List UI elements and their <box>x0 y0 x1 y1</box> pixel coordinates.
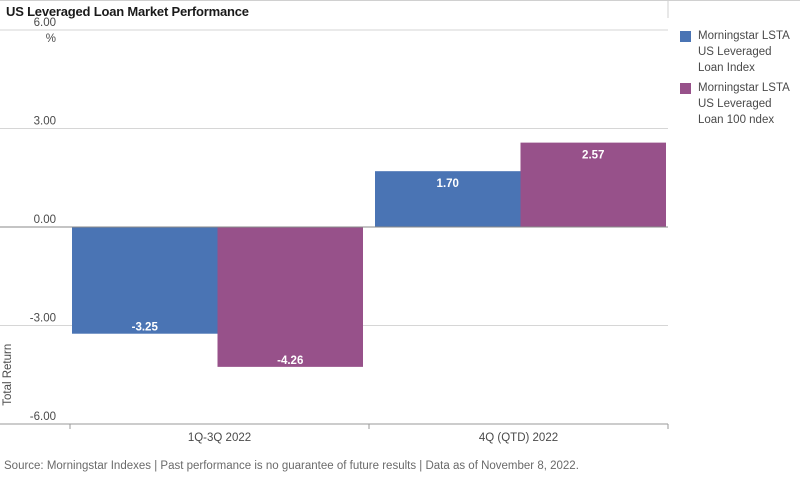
y-axis-title: Total Return <box>2 344 14 406</box>
legend: Morningstar LSTA US Leveraged Loan Index… <box>680 28 798 132</box>
legend-label-loan-index: Morningstar LSTA US Leveraged Loan Index <box>698 30 790 74</box>
legend-swatch-loan-index <box>680 31 691 42</box>
bar-loan-100-index-1q-3q <box>217 227 363 367</box>
y-tick-label: -6.00 <box>30 411 56 423</box>
y-tick-label: 0.00 <box>34 214 56 226</box>
bar-loan-index-4q <box>375 171 521 227</box>
data-label: -4.26 <box>277 355 303 367</box>
x-category-label: 1Q-3Q 2022 <box>188 432 251 444</box>
bar-chart: 6.00 3.00 0.00 -3.00 -6.00% Total Return -3.25… <box>0 0 669 444</box>
data-label: 2.57 <box>582 150 604 162</box>
legend-label-loan-100-index: Morningstar LSTA US Leveraged Loan 100 n… <box>698 82 790 126</box>
legend-item-loan-100-index: Morningstar LSTA US Leveraged Loan 100 n… <box>680 80 798 128</box>
legend-item-loan-index: Morningstar LSTA US Leveraged Loan Index <box>680 28 798 76</box>
title-rule <box>0 0 800 1</box>
bar-loan-index-1q-3q <box>72 227 218 334</box>
chart-title: US Leveraged Loan Market Performance <box>6 4 249 19</box>
x-category-label: 4Q (QTD) 2022 <box>479 432 558 444</box>
bar-loan-100-index-4q <box>520 142 666 227</box>
data-label: -3.25 <box>132 322 159 334</box>
bars <box>72 142 666 367</box>
y-tick-label: -3.00 <box>30 313 56 325</box>
source-footnote: Source: Morningstar Indexes | Past perfo… <box>4 460 579 472</box>
legend-swatch-loan-100-index <box>680 83 691 94</box>
axes <box>0 0 669 429</box>
y-unit-label: % <box>46 33 56 45</box>
y-tick-label: 3.00 <box>34 116 56 128</box>
data-label: 1.70 <box>437 178 459 190</box>
y-tick-label: 6.00 <box>34 17 56 29</box>
labels: 6.00 3.00 0.00 -3.00 -6.00% Total Return -3.25… <box>2 17 604 444</box>
